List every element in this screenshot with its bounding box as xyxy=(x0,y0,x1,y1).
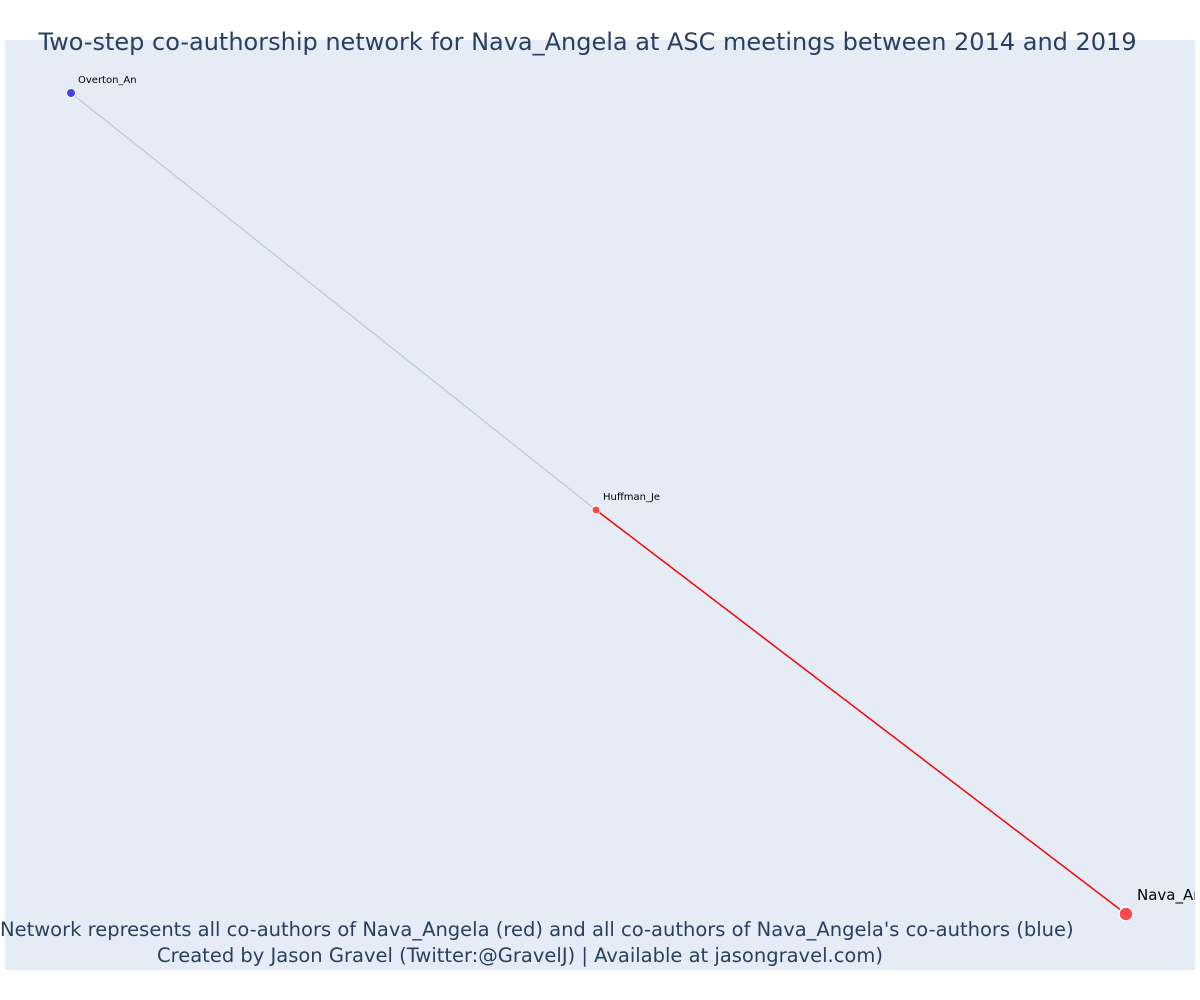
caption-credit: Created by Jason Gravel (Twitter:@Gravel… xyxy=(157,944,883,967)
node-label-huffman: Huffman_Je xyxy=(603,492,660,503)
node-overton[interactable] xyxy=(66,88,76,98)
node-label-overton: Overton_An xyxy=(78,75,137,86)
node-nava[interactable] xyxy=(1118,906,1134,922)
node-huffman[interactable] xyxy=(591,505,601,515)
chart-title: Two-step co-authorship network for Nava_… xyxy=(38,28,1137,56)
caption-description: Network represents all co-authors of Nav… xyxy=(0,918,1074,941)
edge-huffman-nava xyxy=(595,509,1127,915)
node-label-nava: Nava_An xyxy=(1137,886,1200,905)
edge-overton-huffman xyxy=(70,92,597,511)
